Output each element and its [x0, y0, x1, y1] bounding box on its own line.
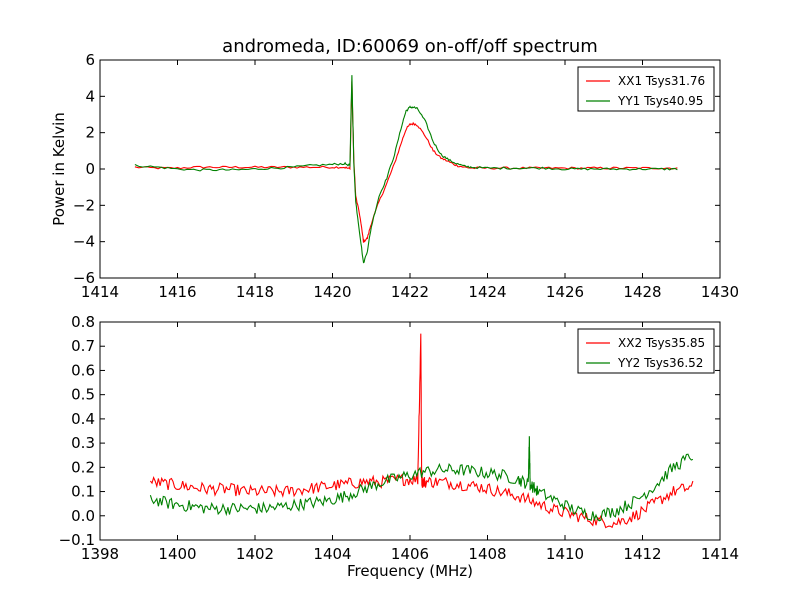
y-tick-label: 0.6 [71, 361, 95, 379]
x-tick-label: 1402 [236, 545, 274, 563]
y-tick-label: −2 [73, 196, 95, 214]
x-tick-label: 1412 [623, 545, 661, 563]
x-tick-label: 1424 [468, 283, 506, 301]
x-tick-label: 1416 [158, 283, 196, 301]
y-tick-label: 0 [85, 160, 95, 178]
y-tick-label: 0.8 [71, 313, 95, 331]
legend-entry: XX2 Tsys35.85 [618, 336, 705, 350]
y-tick-label: 0.4 [71, 410, 95, 428]
legend-box [577, 328, 715, 374]
x-tick-label: 1426 [546, 283, 584, 301]
x-tick-label: 1414 [701, 545, 739, 563]
y-tick-label: −6 [73, 269, 95, 287]
series-line-1 [149, 333, 694, 529]
x-axis-label: Frequency (MHz) [347, 562, 473, 580]
legend-entry: YY2 Tsys36.52 [617, 356, 703, 370]
x-tick-label: 1410 [546, 545, 584, 563]
x-tick-label: 1430 [701, 283, 739, 301]
x-tick-label: 1400 [158, 545, 196, 563]
legend-entry: YY1 Tsys40.95 [617, 94, 703, 108]
y-tick-label: −0.1 [59, 531, 95, 549]
x-tick-label: 1420 [313, 283, 351, 301]
y-tick-label: 0.0 [71, 507, 95, 525]
y-tick-label: −4 [73, 233, 95, 251]
legend-box [577, 66, 715, 112]
series-line-2 [134, 75, 678, 264]
y-axis-label: Power in Kelvin [50, 112, 68, 226]
y-tick-label: 0.7 [71, 337, 95, 355]
series-line-2 [149, 436, 694, 522]
y-tick-label: 0.2 [71, 458, 95, 476]
chart-panel-2: 1398 1400 1402 1404 1406 1408 1410 1412 1414 −0.1… [59, 313, 740, 580]
y-tick-label: 4 [85, 87, 95, 105]
x-tick-label: 1406 [391, 545, 429, 563]
legend-entry: XX1 Tsys31.76 [618, 74, 705, 88]
y-tick-label: 0.3 [71, 434, 95, 452]
legend: XX1 Tsys31.76 YY1 Tsys40.95 [577, 66, 715, 112]
y-tick-label: 0.5 [71, 386, 95, 404]
chart-title: andromeda, ID:60069 on-off/off spectrum [222, 36, 598, 57]
x-tick-label: 1422 [391, 283, 429, 301]
x-tick-label: 1428 [623, 283, 661, 301]
series-line-1 [134, 81, 678, 243]
y-tick-label: 6 [85, 51, 95, 69]
x-tick-label: 1414 [81, 283, 119, 301]
y-tick-label: 0.1 [71, 483, 95, 501]
y-tick-label: 2 [85, 124, 95, 142]
x-tick-label: 1398 [81, 545, 119, 563]
x-tick-label: 1418 [236, 283, 274, 301]
legend: XX2 Tsys35.85 YY2 Tsys36.52 [577, 328, 715, 374]
chart-panel-1: 1414 1416 1418 1420 1422 1424 1426 1428 1430 −6 −4… [50, 36, 739, 301]
x-tick-label: 1408 [468, 545, 506, 563]
x-tick-label: 1404 [313, 545, 351, 563]
